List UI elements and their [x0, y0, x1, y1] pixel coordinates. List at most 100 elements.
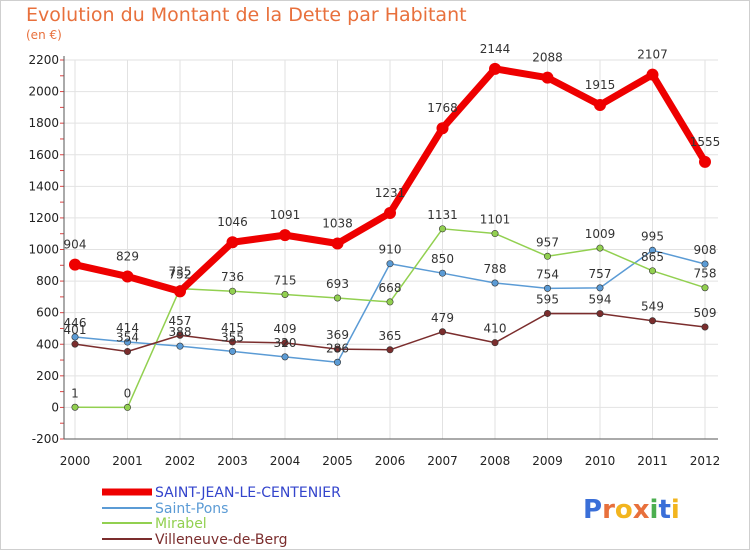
logo-letter: t — [658, 495, 670, 525]
data-point — [331, 237, 344, 250]
data-label: 715 — [274, 274, 297, 288]
data-label: 401 — [64, 323, 87, 337]
data-point — [648, 317, 656, 325]
logo-letter: o — [615, 495, 633, 525]
data-label: 509 — [694, 306, 717, 320]
data-point — [174, 285, 186, 298]
data-point — [124, 338, 132, 346]
data-point — [648, 246, 656, 254]
data-label: 409 — [274, 322, 297, 336]
data-label: 1915 — [585, 78, 616, 92]
data-label: 910 — [379, 243, 402, 257]
data-point — [121, 270, 134, 283]
data-point — [594, 99, 606, 112]
data-label: 1038 — [322, 216, 353, 230]
data-point — [176, 331, 184, 339]
x-tick-label: 2009 — [532, 454, 563, 468]
logo-letter: r — [602, 495, 615, 525]
series-layer — [69, 62, 711, 411]
data-point — [596, 244, 604, 252]
data-point — [701, 323, 709, 331]
data-label: 2088 — [532, 51, 563, 65]
data-point — [333, 358, 341, 366]
data-point — [386, 298, 394, 306]
data-label: 594 — [589, 293, 612, 307]
proxiti-logo-text: Proxiti — [583, 495, 680, 525]
y-tick-label: 1600 — [28, 148, 59, 162]
logo-letter: x — [633, 495, 650, 525]
data-point — [596, 284, 604, 292]
data-label: 788 — [484, 262, 507, 276]
data-point — [491, 230, 499, 238]
data-label: 457 — [169, 314, 192, 328]
data-label: 850 — [431, 252, 454, 266]
x-tick-label: 2007 — [427, 454, 458, 468]
data-labels: 446 414 388 355 320 286 910 850 788 754 757 995 908 1… — [64, 42, 721, 401]
data-point — [386, 260, 394, 268]
axes: -200 0 200 400 600 800 1000 1200 1400 1600 1800 200… — [28, 53, 720, 468]
x-tick-label: 2005 — [322, 454, 353, 468]
logo-letter: P — [583, 495, 602, 525]
data-label: 1101 — [480, 213, 511, 227]
data-point — [543, 252, 551, 260]
data-label: 957 — [536, 235, 559, 249]
legend-label: Mirabel — [155, 516, 207, 532]
y-tick-label: 1400 — [28, 179, 59, 193]
logo-letter: i — [671, 495, 680, 525]
data-point — [491, 279, 499, 287]
data-label: 365 — [379, 329, 402, 343]
data-point — [489, 62, 501, 75]
data-point — [543, 309, 551, 317]
data-label: 2144 — [480, 42, 511, 56]
data-point — [333, 345, 341, 353]
data-label: 754 — [536, 267, 559, 281]
data-point — [541, 71, 554, 84]
y-tick-label: 400 — [36, 337, 59, 351]
data-point — [71, 403, 79, 411]
data-point — [596, 310, 604, 318]
y-tick-label: 2200 — [28, 53, 59, 67]
data-label: 1 — [71, 386, 79, 400]
data-point — [384, 207, 396, 220]
data-label: 355 — [221, 330, 244, 344]
data-point — [281, 353, 289, 361]
y-tick-label: 1000 — [28, 243, 59, 257]
x-tick-label: 2012 — [690, 454, 721, 468]
data-point — [281, 291, 289, 299]
data-point — [648, 267, 656, 275]
proxiti-logo: Proxiti — [583, 495, 680, 525]
data-label: 736 — [221, 270, 244, 284]
data-point — [701, 284, 709, 292]
data-label: 1046 — [217, 215, 248, 229]
data-point — [438, 328, 446, 336]
data-point — [176, 342, 184, 350]
data-label: 758 — [694, 267, 717, 281]
data-label: 1131 — [427, 208, 458, 222]
data-label: 410 — [484, 322, 507, 336]
data-point — [699, 155, 711, 168]
legend-label: Saint-Pons — [155, 501, 228, 517]
chart-unit: (en €) — [26, 28, 62, 42]
data-label: 693 — [326, 277, 349, 291]
data-label: 415 — [221, 321, 244, 335]
data-label: 908 — [694, 243, 717, 257]
data-label: 1231 — [375, 186, 406, 200]
data-label: 354 — [116, 331, 139, 345]
y-tick-label: 1800 — [28, 116, 59, 130]
data-label: 757 — [589, 267, 612, 281]
data-label: 865 — [641, 250, 664, 264]
x-tick-label: 2006 — [375, 454, 406, 468]
data-point — [124, 348, 132, 356]
data-point — [229, 338, 237, 346]
data-point — [279, 229, 291, 242]
data-point — [436, 122, 449, 135]
x-tick-label: 2001 — [112, 454, 143, 468]
data-point — [281, 339, 289, 347]
chart-title: Evolution du Montant de la Dette par Hab… — [26, 4, 467, 26]
x-tick-label: 2003 — [217, 454, 248, 468]
y-tick-label: -200 — [32, 432, 59, 446]
data-point — [333, 294, 341, 302]
data-label: 1009 — [585, 227, 616, 241]
data-point — [229, 287, 237, 295]
data-point — [646, 68, 659, 81]
